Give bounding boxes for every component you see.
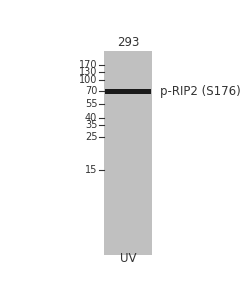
Text: 40: 40: [85, 113, 97, 123]
Text: 55: 55: [85, 99, 97, 109]
Text: 25: 25: [85, 132, 97, 142]
Bar: [104, 51, 152, 256]
Bar: [105, 89, 151, 94]
Text: p-RIP2 (S176): p-RIP2 (S176): [160, 85, 241, 98]
Text: 170: 170: [79, 60, 97, 70]
Text: 15: 15: [85, 165, 97, 175]
Text: 293: 293: [117, 36, 139, 49]
Text: UV: UV: [120, 252, 136, 265]
Text: 70: 70: [85, 86, 97, 96]
Text: 130: 130: [79, 67, 97, 77]
Text: 35: 35: [85, 120, 97, 130]
Text: 100: 100: [79, 75, 97, 85]
